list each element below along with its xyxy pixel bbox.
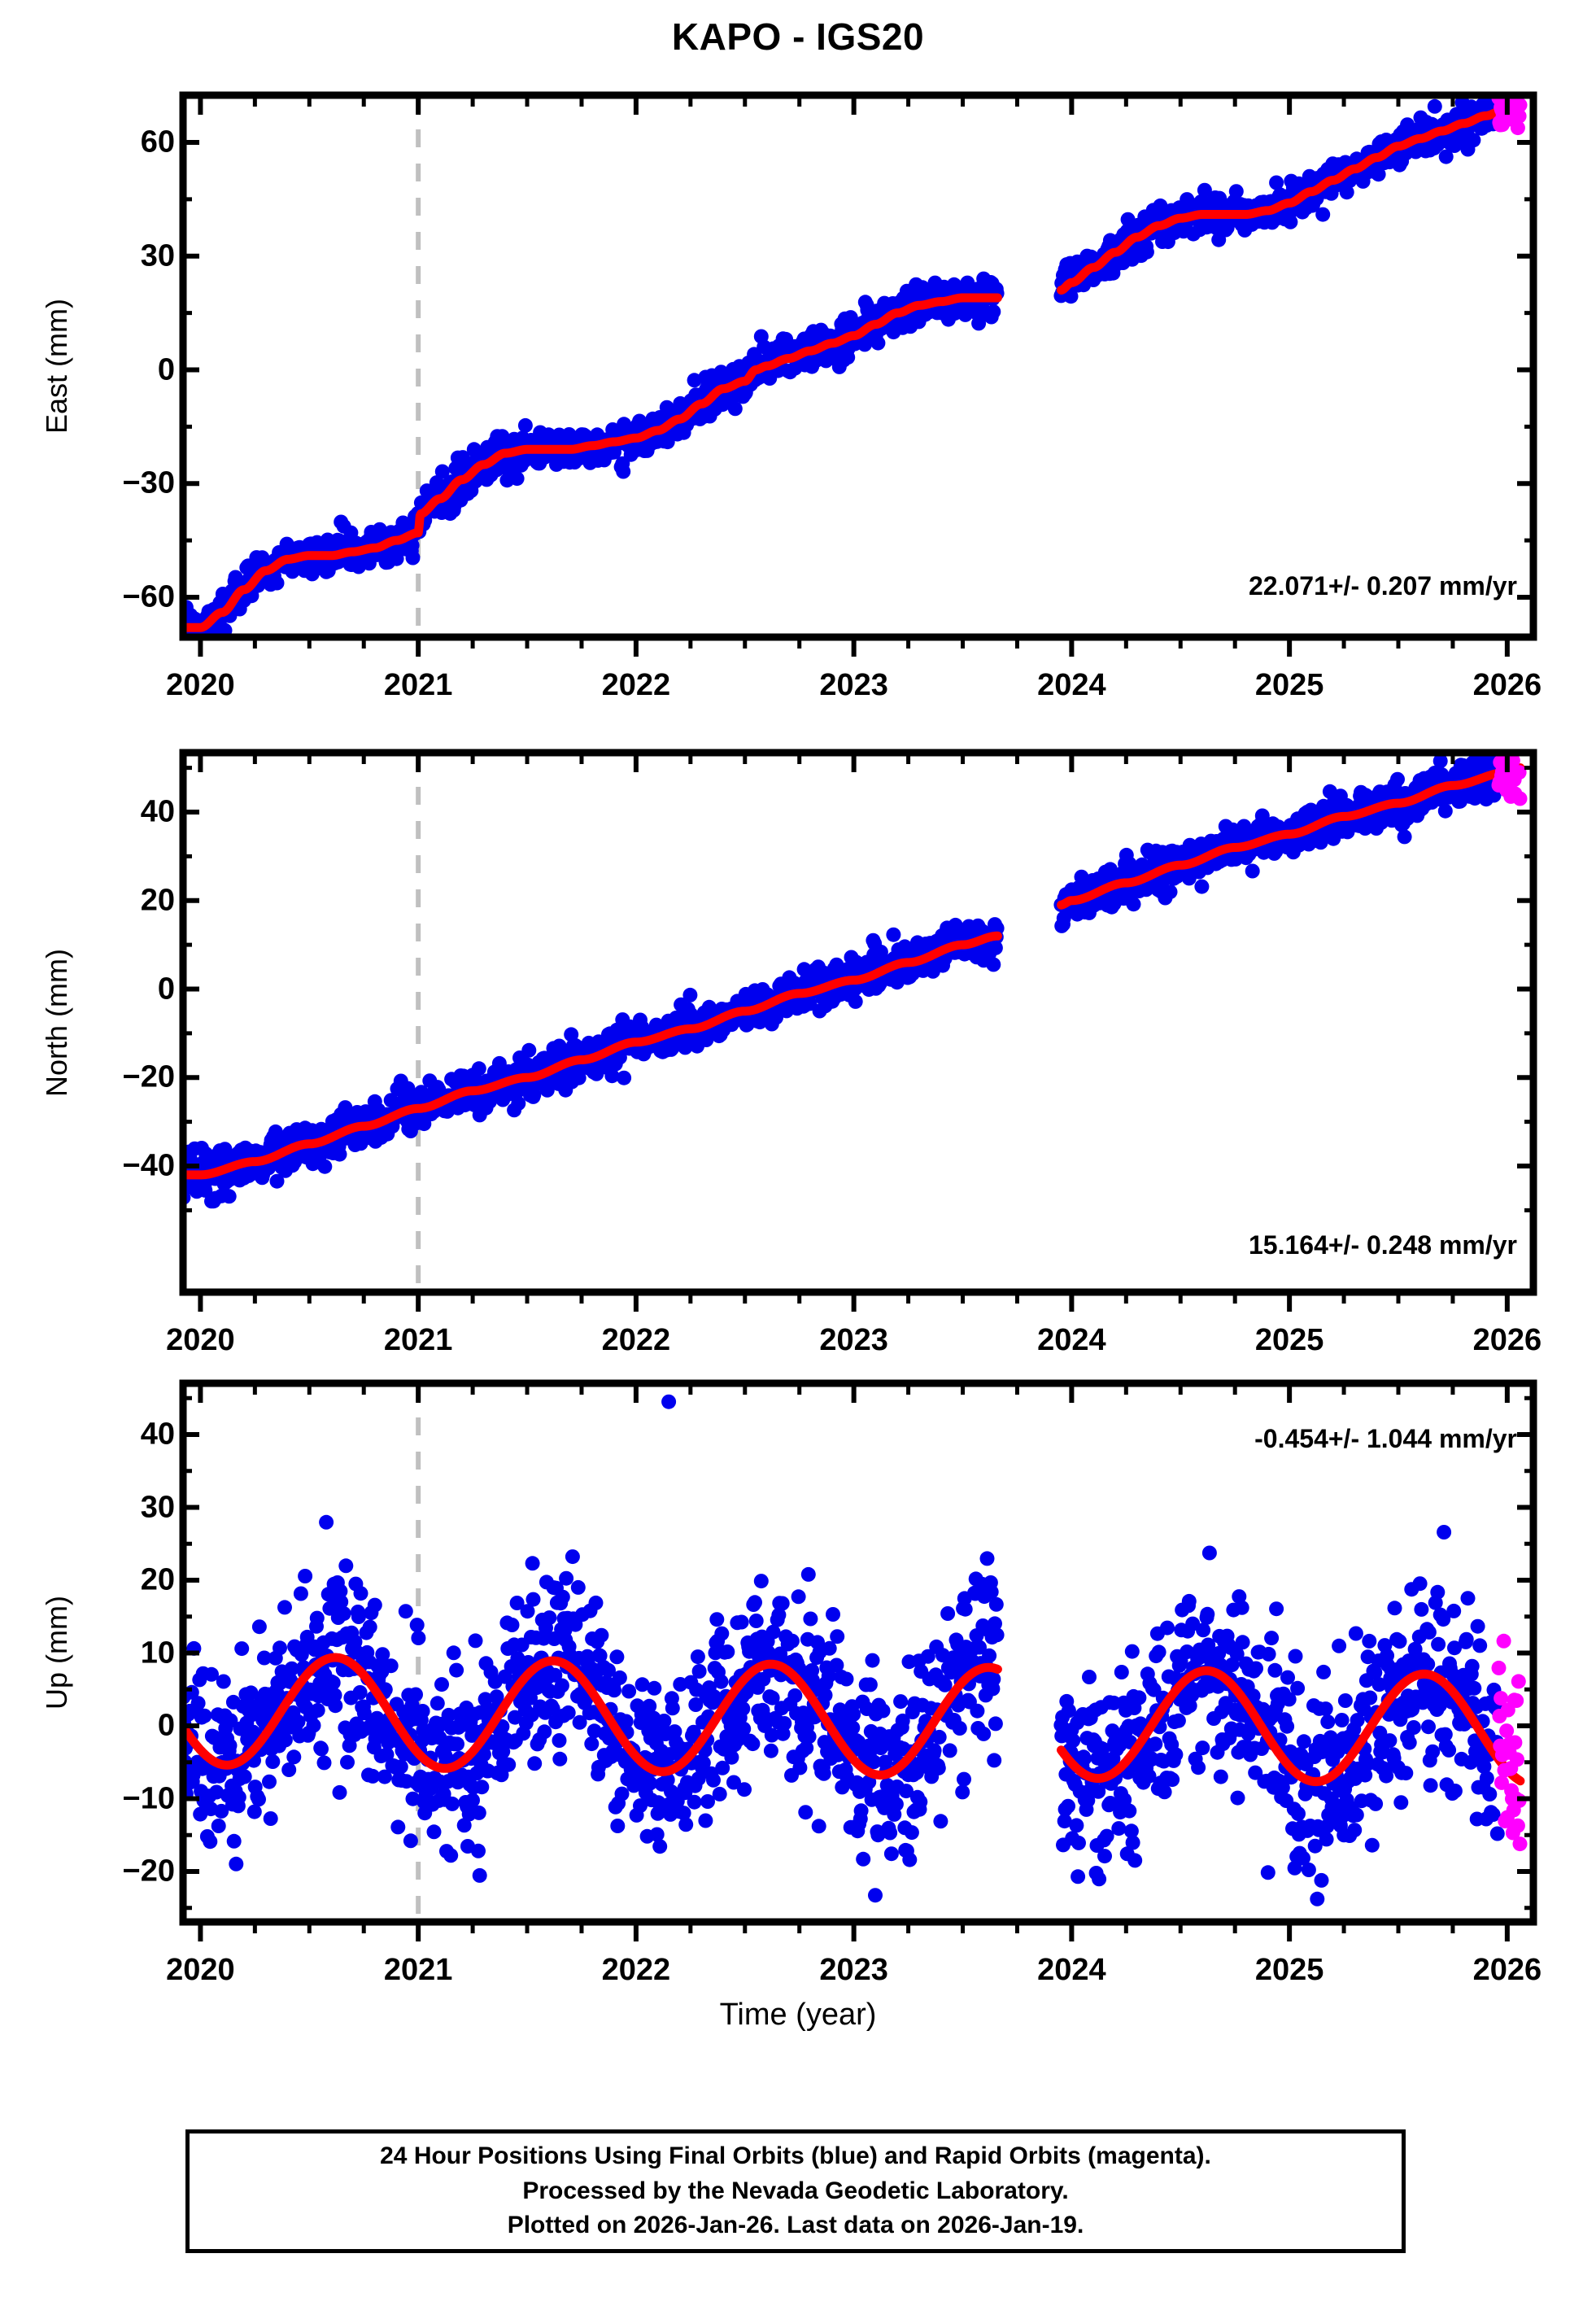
panel-up: 40 30 20 10 0 −10 −20 2020 2021 2022 2023 2024 2025 2… <box>40 1379 1542 1987</box>
ytick-label-up-2: 20 <box>140 1562 175 1597</box>
ytick-label-up-6: −20 <box>122 1854 175 1889</box>
ytick-label-up-1: 30 <box>140 1490 175 1524</box>
model-curve-up <box>183 1653 1002 1780</box>
data-points-up <box>183 1394 1506 1906</box>
ytick-label-up-0: 40 <box>140 1417 175 1452</box>
rapid-points-up <box>1491 1633 1528 1852</box>
y-axis-title-up: Up (mm) <box>40 1596 73 1710</box>
model-curve-up <box>1057 1666 1525 1787</box>
ytick-label-up-5: −10 <box>122 1781 175 1815</box>
caption-line-1: 24 Hour Positions Using Final Orbits (bl… <box>380 2142 1211 2170</box>
xtick-label-up-4: 2024 <box>1037 1953 1106 1987</box>
x-axis-title: Time (year) <box>719 1998 877 2032</box>
xtick-label-up-0: 2020 <box>166 1953 235 1987</box>
xtick-label-up-1: 2021 <box>383 1953 453 1987</box>
xtick-label-up-3: 2023 <box>819 1953 888 1987</box>
rate-annotation-up: -0.454+/- 1.044 mm/yr <box>1254 1424 1517 1453</box>
xtick-label-up-2: 2022 <box>601 1953 671 1987</box>
ytick-label-up-3: 10 <box>140 1636 175 1670</box>
outlier-point <box>661 1394 677 1409</box>
axis-frame-up <box>179 1379 1537 1926</box>
caption-box: 24 Hour Positions Using Final Orbits (bl… <box>185 2129 1406 2253</box>
ytick-label-up-4: 0 <box>157 1708 175 1743</box>
xtick-label-up-6: 2026 <box>1472 1953 1542 1987</box>
caption-line-2: Processed by the Nevada Geodetic Laborat… <box>522 2177 1069 2204</box>
caption-line-3: Plotted on 2026-Jan-26. Last data on 202… <box>507 2212 1084 2239</box>
xtick-label-up-5: 2025 <box>1254 1953 1324 1987</box>
